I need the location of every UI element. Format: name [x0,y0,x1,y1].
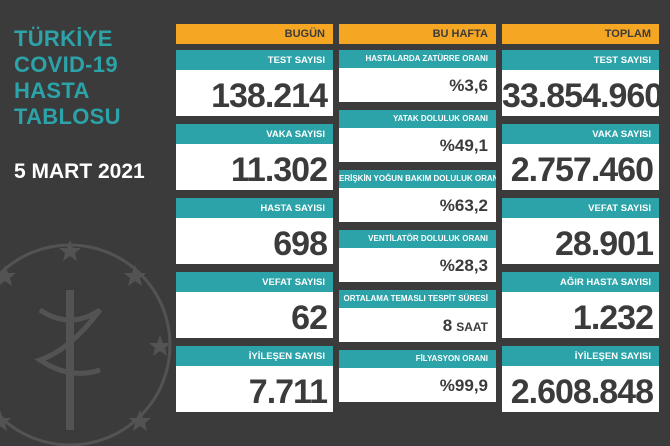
stat-label: TEST SAYISI [502,50,659,70]
rate-value: %63,2 [339,188,496,222]
rate-card: VENTİLATÖR DOLULUK ORANI %28,3 [339,230,496,282]
stat-card: İYİLEŞEN SAYISI 7.711 [176,346,333,412]
rate-value: %3,6 [339,68,496,102]
stat-value: 28.901 [502,218,659,264]
stat-card: TEST SAYISI 138.214 [176,50,333,116]
stat-value: 138.214 [176,70,333,116]
stat-card: AĞIR HASTA SAYISI 1.232 [502,272,659,338]
column-header-today: BUGÜN [176,24,333,44]
ministry-emblem-icon [0,240,172,446]
rate-card: YATAK DOLULUK ORANI %49,1 [339,110,496,162]
column-today: BUGÜN TEST SAYISI 138.214 VAKA SAYISI 11… [176,24,333,420]
column-total: TOPLAM TEST SAYISI 33.854.960 VAKA SAYIS… [502,24,663,420]
stat-label: HASTA SAYISI [176,198,333,218]
stat-label: İYİLEŞEN SAYISI [502,346,659,366]
rate-card: ERİŞKİN YOĞUN BAKIM DOLULUK ORANI %63,2 [339,170,496,222]
rate-label: YATAK DOLULUK ORANI [339,110,496,128]
rate-unit: SAAT [456,320,488,334]
title-line-1: TÜRKİYE [14,26,113,51]
rate-card: HASTALARDA ZATÜRRE ORANI %3,6 [339,50,496,102]
rate-number: 8 [442,316,453,335]
stat-card: İYİLEŞEN SAYISI 2.608.848 [502,346,659,412]
stat-label: VAKA SAYISI [176,124,333,144]
stat-label: AĞIR HASTA SAYISI [502,272,659,292]
rate-label: HASTALARDA ZATÜRRE ORANI [339,50,496,68]
rate-value: %28,3 [339,248,496,282]
stat-value: 7.711 [176,366,333,412]
rate-card: ORTALAMA TEMASLI TESPİT SÜRESİ 8 SAAT [339,290,496,342]
stat-label: VEFAT SAYISI [502,198,659,218]
stat-card: VAKA SAYISI 2.757.460 [502,124,659,190]
stat-value: 33.854.960 [502,70,663,116]
rate-value: %99,9 [339,368,496,402]
stat-value: 1.232 [502,292,659,338]
page-title: TÜRKİYE COVID-19 HASTA TABLOSU [14,26,121,130]
report-date: 5 MART 2021 [14,160,145,183]
stat-card: VEFAT SAYISI 62 [176,272,333,338]
stat-value: 2.757.460 [502,144,659,190]
rate-value: 8 SAAT [339,308,496,342]
rate-value: %49,1 [339,128,496,162]
stat-label: VAKA SAYISI [502,124,659,144]
stat-value: 2.608.848 [502,366,659,412]
rate-label: VENTİLATÖR DOLULUK ORANI [339,230,496,248]
rate-card: FİLYASYON ORANI %99,9 [339,350,496,402]
stat-label: İYİLEŞEN SAYISI [176,346,333,366]
stat-card: VEFAT SAYISI 28.901 [502,198,659,264]
rate-label: ERİŞKİN YOĞUN BAKIM DOLULUK ORANI [339,170,496,188]
stat-value: 11.302 [176,144,333,190]
stat-value: 698 [176,218,333,264]
title-line-4: TABLOSU [14,104,121,129]
rate-label: ORTALAMA TEMASLI TESPİT SÜRESİ [339,290,496,308]
stat-label: TEST SAYISI [176,50,333,70]
stat-value: 62 [176,292,333,338]
title-line-2: COVID-19 [14,52,118,77]
stat-card: VAKA SAYISI 11.302 [176,124,333,190]
stat-card: HASTA SAYISI 698 [176,198,333,264]
stat-card: TEST SAYISI 33.854.960 [502,50,663,116]
rate-label: FİLYASYON ORANI [339,350,496,368]
column-header-week: BU HAFTA [339,24,496,44]
column-week: BU HAFTA HASTALARDA ZATÜRRE ORANI %3,6 Y… [339,24,496,410]
column-header-total: TOPLAM [502,24,659,44]
title-line-3: HASTA [14,78,90,103]
stat-label: VEFAT SAYISI [176,272,333,292]
